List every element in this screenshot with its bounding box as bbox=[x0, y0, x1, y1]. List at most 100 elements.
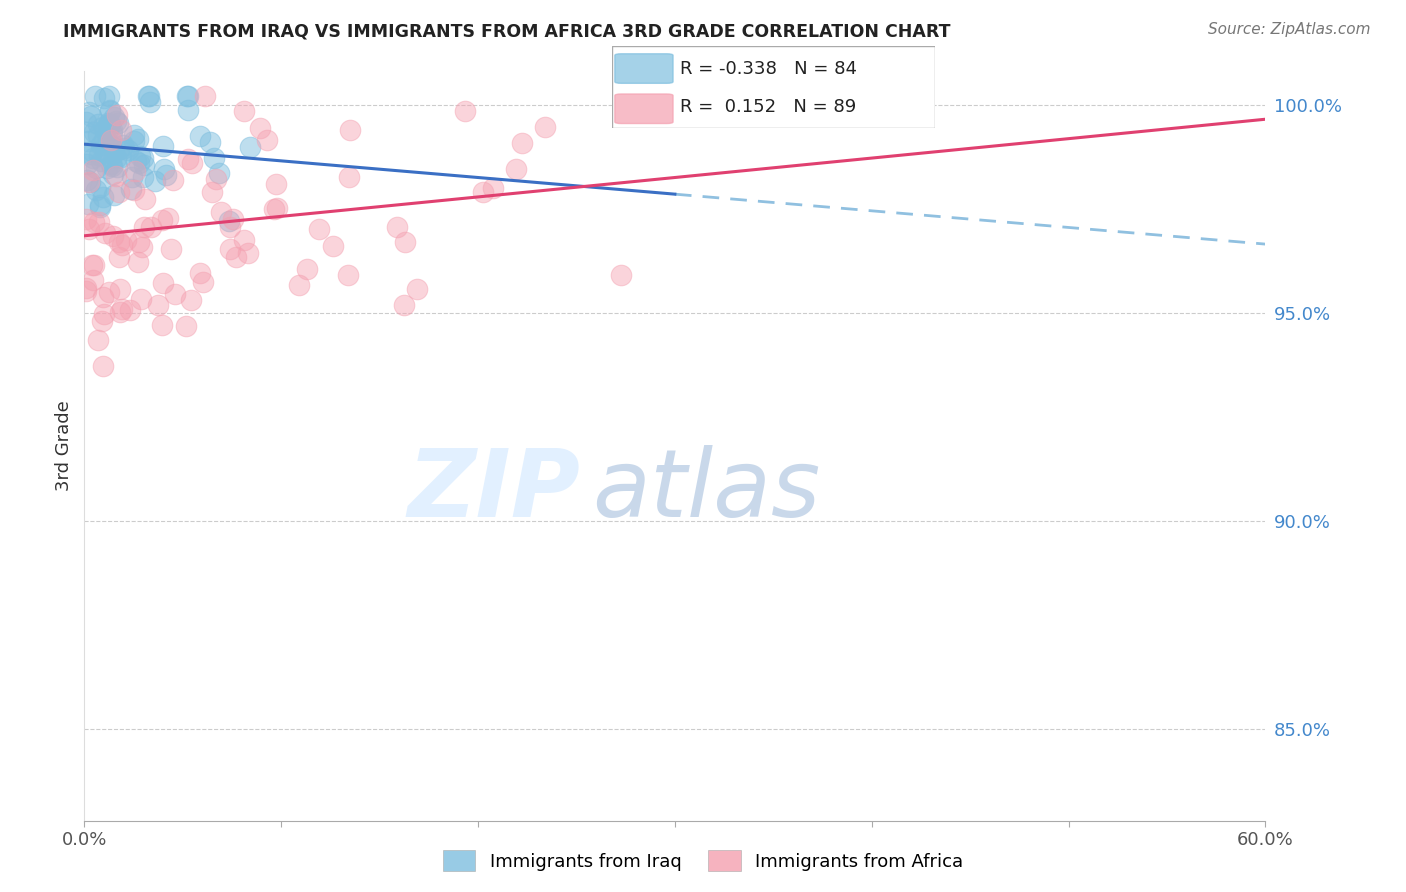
Point bbox=[111, 301, 134, 316]
Point bbox=[90, 138, 112, 153]
Point bbox=[394, 235, 416, 249]
Point bbox=[76, 157, 98, 171]
Legend: Immigrants from Iraq, Immigrants from Africa: Immigrants from Iraq, Immigrants from Af… bbox=[436, 843, 970, 879]
Point bbox=[204, 172, 226, 186]
Point bbox=[219, 219, 242, 234]
Point bbox=[134, 158, 156, 172]
Point bbox=[239, 140, 262, 154]
Point bbox=[97, 116, 120, 130]
FancyBboxPatch shape bbox=[614, 54, 673, 83]
Point bbox=[136, 89, 159, 103]
Point bbox=[266, 201, 288, 215]
Point bbox=[98, 103, 121, 117]
Point bbox=[77, 105, 100, 120]
Point bbox=[100, 104, 122, 119]
Point bbox=[122, 135, 145, 149]
Point bbox=[82, 163, 104, 178]
Point bbox=[339, 123, 361, 137]
Point bbox=[132, 219, 155, 234]
Point bbox=[232, 104, 254, 119]
Point bbox=[128, 156, 150, 170]
Y-axis label: 3rd Grade: 3rd Grade bbox=[55, 401, 73, 491]
Text: R =  0.152   N = 89: R = 0.152 N = 89 bbox=[679, 98, 856, 116]
Point bbox=[152, 138, 174, 153]
Point bbox=[98, 89, 121, 103]
Point bbox=[200, 185, 222, 199]
Text: IMMIGRANTS FROM IRAQ VS IMMIGRANTS FROM AFRICA 3RD GRADE CORRELATION CHART: IMMIGRANTS FROM IRAQ VS IMMIGRANTS FROM … bbox=[63, 22, 950, 40]
Point bbox=[128, 235, 150, 249]
Point bbox=[150, 213, 173, 227]
Point bbox=[105, 151, 128, 165]
Point bbox=[221, 212, 243, 227]
Point bbox=[79, 175, 101, 189]
Point bbox=[101, 229, 124, 244]
Point bbox=[107, 115, 129, 129]
Point bbox=[100, 127, 122, 141]
Point bbox=[188, 266, 211, 280]
Point bbox=[83, 125, 105, 139]
Point bbox=[180, 293, 202, 307]
Point bbox=[132, 170, 155, 185]
Point bbox=[208, 166, 231, 180]
Point bbox=[100, 133, 122, 147]
Point bbox=[83, 215, 105, 229]
Point bbox=[118, 302, 141, 317]
Point bbox=[174, 318, 197, 333]
Point bbox=[80, 147, 103, 161]
Point bbox=[93, 122, 115, 136]
Point bbox=[76, 196, 98, 211]
Point bbox=[89, 198, 111, 212]
Point bbox=[219, 243, 242, 257]
Point bbox=[104, 169, 127, 184]
Point bbox=[162, 173, 184, 187]
Point bbox=[176, 89, 198, 103]
Point bbox=[105, 107, 128, 121]
Point bbox=[107, 142, 129, 156]
Point bbox=[156, 211, 179, 225]
Point bbox=[101, 159, 124, 173]
Point bbox=[295, 261, 318, 276]
Point bbox=[86, 334, 108, 348]
Point bbox=[82, 151, 104, 165]
Point bbox=[150, 318, 173, 333]
Point bbox=[96, 161, 118, 175]
Point bbox=[79, 109, 101, 123]
Point bbox=[218, 214, 240, 228]
Point bbox=[153, 161, 176, 176]
Point bbox=[108, 235, 131, 249]
Point bbox=[125, 153, 148, 168]
Point bbox=[77, 175, 100, 189]
Point bbox=[115, 233, 138, 247]
Point bbox=[94, 226, 117, 240]
Point bbox=[108, 250, 131, 264]
Point bbox=[110, 123, 132, 137]
Point bbox=[533, 120, 555, 135]
Point bbox=[308, 221, 330, 235]
Point bbox=[97, 123, 120, 137]
Point bbox=[91, 359, 114, 373]
Point bbox=[131, 240, 153, 254]
Point bbox=[177, 89, 200, 103]
Point bbox=[471, 185, 494, 199]
Text: Source: ZipAtlas.com: Source: ZipAtlas.com bbox=[1208, 22, 1371, 37]
Point bbox=[93, 91, 115, 105]
Point bbox=[117, 144, 139, 158]
Point bbox=[87, 215, 110, 229]
Point bbox=[177, 152, 200, 166]
Point bbox=[249, 121, 271, 136]
Point bbox=[232, 233, 254, 247]
Point bbox=[112, 141, 135, 155]
Point bbox=[287, 278, 309, 293]
Point bbox=[263, 202, 285, 216]
Point bbox=[177, 103, 200, 117]
Point bbox=[264, 177, 287, 191]
Point bbox=[146, 298, 169, 312]
Point bbox=[112, 137, 135, 152]
Point bbox=[111, 238, 134, 252]
Point bbox=[385, 220, 408, 235]
Text: ZIP: ZIP bbox=[408, 445, 581, 537]
Point bbox=[103, 187, 125, 202]
Point bbox=[110, 304, 132, 318]
Point bbox=[93, 290, 115, 304]
Point bbox=[454, 104, 477, 119]
